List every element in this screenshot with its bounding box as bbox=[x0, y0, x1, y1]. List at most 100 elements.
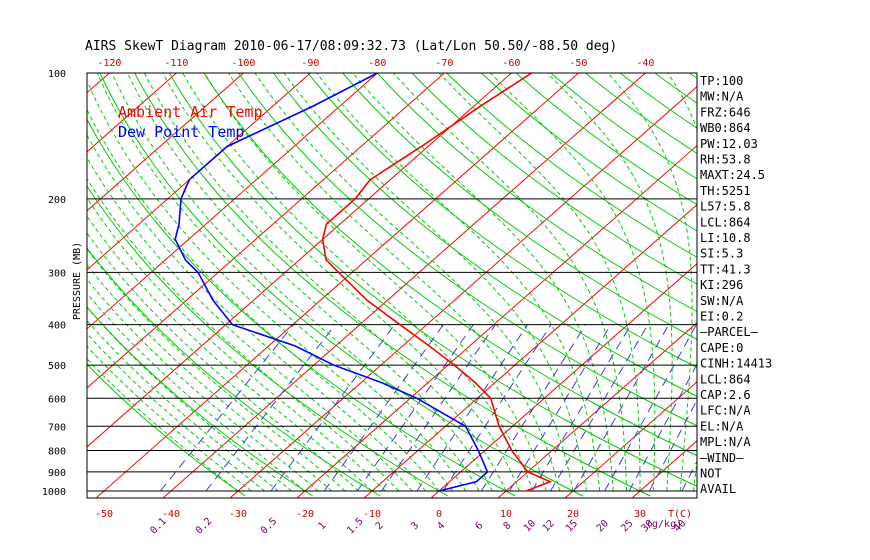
mixing-ratio-line bbox=[681, 460, 697, 492]
moist-adiabat-line bbox=[111, 73, 480, 492]
stat-item: LI:10.8 bbox=[700, 231, 751, 245]
moist-adiabat-line bbox=[352, 73, 614, 492]
y-tick-label: 900 bbox=[48, 468, 66, 479]
mixing-ratio-line bbox=[573, 324, 670, 492]
top-temp-tick-label: -70 bbox=[435, 58, 453, 69]
top-temp-tick-label: -120 bbox=[97, 58, 121, 69]
moist-adiabat-line bbox=[283, 73, 587, 492]
mixing-ratio-line bbox=[604, 324, 697, 492]
mixing-ratio-tick-label: 15 bbox=[564, 518, 580, 534]
isotherm-line bbox=[162, 73, 647, 498]
y-tick-label: 100 bbox=[48, 69, 66, 80]
moist-adiabat-line bbox=[87, 215, 373, 492]
ambient-air-temp-line bbox=[321, 73, 553, 492]
stat-item: LCL:864 bbox=[700, 372, 751, 386]
stat-item: —WIND— bbox=[700, 451, 744, 465]
dry-adiabat-line bbox=[87, 306, 313, 497]
bottom-temp-tick-label: -50 bbox=[95, 509, 113, 520]
mixing-ratio-tick-label: 3 bbox=[409, 520, 421, 532]
dry-adiabat-line bbox=[515, 73, 697, 206]
mixing-ratio-tick-label: 12 bbox=[541, 518, 557, 534]
dry-adiabat-line bbox=[411, 73, 697, 285]
isotherm-line bbox=[87, 73, 245, 212]
legend-dew-point-temp: Dew Point Temp bbox=[118, 123, 244, 141]
isotherm-line bbox=[95, 73, 580, 498]
moist-adiabat-line bbox=[143, 73, 507, 492]
stat-item: MPL:N/A bbox=[700, 435, 751, 449]
isotherm-line bbox=[87, 73, 111, 94]
top-temp-tick-label: -90 bbox=[301, 58, 319, 69]
mixing-ratio-line bbox=[531, 324, 632, 492]
mixing-ratio-tick-label: 8 bbox=[502, 520, 514, 532]
mixing-ratio-line bbox=[381, 324, 496, 492]
y-tick-label: 400 bbox=[48, 321, 66, 332]
top-temp-tick-label: -100 bbox=[231, 58, 255, 69]
moist-adiabat-line bbox=[227, 73, 561, 492]
isotherm-line bbox=[87, 73, 379, 330]
isotherm-line bbox=[564, 381, 697, 498]
dry-adiabat-line bbox=[585, 73, 697, 154]
moist-adiabat-line bbox=[87, 319, 279, 492]
bottom-temp-tick-label: 0 bbox=[436, 509, 442, 520]
moist-adiabat-line bbox=[96, 73, 467, 492]
isotherm-line bbox=[497, 322, 697, 498]
stat-item: TT:41.3 bbox=[700, 262, 751, 276]
y-axis-label: PRESSURE (MB) bbox=[72, 242, 83, 320]
stat-item: SI:5.3 bbox=[700, 247, 743, 261]
moist-adiabat-line bbox=[87, 263, 333, 492]
mixing-ratio-line bbox=[323, 324, 444, 492]
mixing-ratio-line bbox=[628, 363, 697, 492]
isotherm-line bbox=[296, 144, 697, 498]
stat-item: PW:12.03 bbox=[700, 137, 758, 151]
bottom-temp-tick-label: -40 bbox=[162, 509, 180, 520]
moist-adiabat-line bbox=[87, 332, 266, 492]
stat-item: MW:N/A bbox=[700, 90, 744, 104]
stat-item: FRZ:646 bbox=[700, 105, 751, 119]
moist-adiabat-line bbox=[87, 177, 400, 492]
stat-item: NOT bbox=[700, 467, 722, 481]
isotherm-line bbox=[87, 73, 312, 271]
plot-frame bbox=[86, 72, 698, 499]
mixing-ratio-tick-label: 2 bbox=[374, 520, 386, 532]
stat-item: TH:5251 bbox=[700, 184, 751, 198]
stat-item: AVAIL bbox=[700, 482, 736, 496]
mixing-ratio-line bbox=[480, 324, 586, 492]
mixing-ratio-tick-label: 25 bbox=[619, 518, 635, 534]
dry-adiabat-line bbox=[134, 73, 651, 497]
mixing-ratio-line bbox=[270, 324, 396, 492]
moist-adiabat-line bbox=[254, 73, 574, 492]
dry-adiabat-line bbox=[99, 73, 584, 497]
moist-adiabat-line bbox=[87, 133, 426, 492]
dry-adiabat-line bbox=[654, 73, 697, 104]
mixing-ratio-line bbox=[160, 324, 294, 492]
moist-adiabat-line bbox=[546, 73, 673, 492]
moist-adiabat-line bbox=[438, 73, 641, 491]
isotherm-line bbox=[87, 73, 446, 389]
mixing-ratio-tick-label: 0.5 bbox=[259, 516, 280, 537]
stat-item: LFC:N/A bbox=[700, 404, 751, 418]
y-tick-label: 300 bbox=[48, 268, 66, 279]
temp-unit-label: T(C) bbox=[668, 509, 692, 520]
moist-adiabat-line bbox=[87, 306, 292, 492]
y-tick-label: 800 bbox=[48, 446, 66, 457]
bottom-temp-tick-label: -10 bbox=[363, 509, 381, 520]
dry-adiabat-line bbox=[342, 73, 697, 340]
stat-item: TP:100 bbox=[700, 74, 743, 88]
moist-adiabat-line bbox=[87, 292, 306, 492]
isotherm-line bbox=[430, 263, 697, 498]
stat-item: EL:N/A bbox=[700, 419, 744, 433]
y-tick-label: 600 bbox=[48, 394, 66, 405]
stat-item: SW:N/A bbox=[700, 294, 744, 308]
moist-adiabat-line bbox=[203, 73, 547, 492]
bottom-temp-tick-label: 30 bbox=[634, 509, 646, 520]
top-temp-tick-label: -50 bbox=[569, 58, 587, 69]
moist-adiabat-line bbox=[182, 73, 534, 492]
mixing-ratio-line bbox=[416, 324, 528, 492]
top-temp-tick-label: -40 bbox=[636, 58, 654, 69]
isotherm-line bbox=[764, 64, 870, 500]
stat-item: CAPE:0 bbox=[700, 341, 743, 355]
legend-ambient-air-temp: Ambient Air Temp bbox=[118, 103, 263, 121]
dry-adiabat-line bbox=[446, 73, 697, 258]
moist-adiabat-line bbox=[489, 73, 656, 491]
